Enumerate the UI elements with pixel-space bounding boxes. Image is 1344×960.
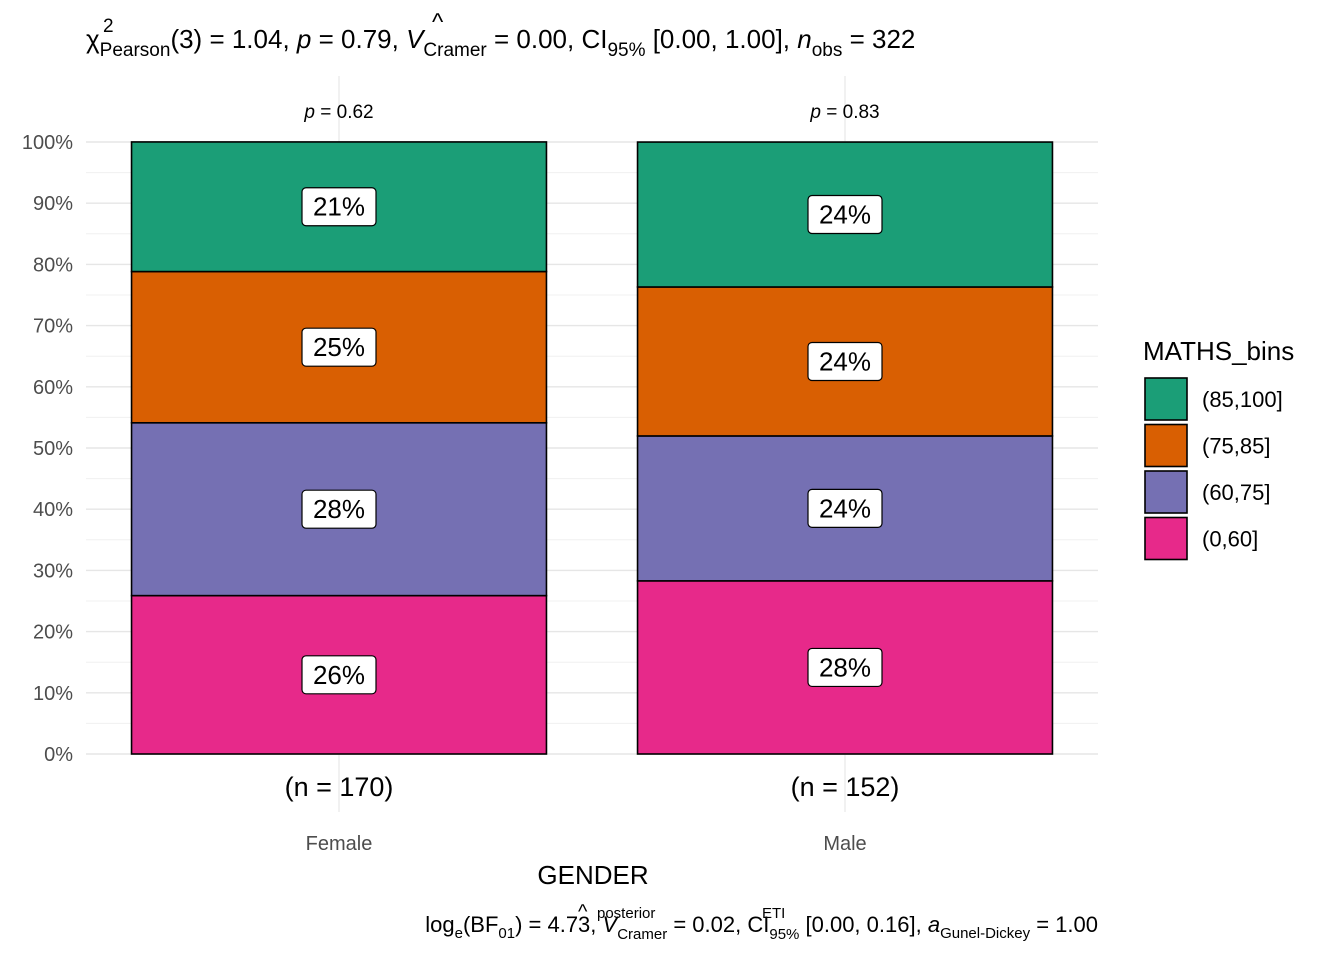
legend-swatch (1144, 516, 1188, 561)
data-label: 21% (313, 192, 365, 222)
y-tick-label: 20% (33, 622, 73, 644)
y-tick-label: 50% (33, 438, 73, 460)
data-label-box (807, 488, 883, 529)
x-axis: (n = 170) Female (n = 152) Male (285, 772, 900, 855)
data-label: 26% (313, 660, 365, 690)
data-label-box (807, 341, 883, 382)
y-tick-label: 10% (33, 683, 73, 705)
title-ci-symbol: CI (581, 24, 607, 54)
y-tick-label: 80% (33, 254, 73, 276)
bar-p-value: p = 0.62 (303, 102, 373, 123)
legend-label: (60,75] (1202, 480, 1271, 505)
legend-swatch (1144, 377, 1188, 421)
y-tick-label: 30% (33, 560, 73, 582)
caption-ci-sub: 95% (769, 926, 799, 943)
caption-a-sub: Gunel-Dickey (940, 925, 1031, 942)
caption-v-hat: ^ (578, 901, 588, 923)
title-chi: χ (86, 24, 100, 54)
legend-title: MATHS_bins (1143, 336, 1294, 366)
caption-ci-sup: ETI (762, 905, 785, 922)
title-n-sub: obs (812, 40, 843, 61)
caption-v-value: = 0.02, (667, 912, 747, 937)
title-v-hat: ^ (432, 9, 444, 36)
legend-swatch (1144, 423, 1188, 468)
y-tick-label: 60% (33, 377, 73, 399)
data-label: 28% (819, 652, 871, 682)
caption-v-symbol: V (603, 912, 620, 937)
y-axis: 0% 10% 20% 30% 40% 50% 60% 70% 80% 90% 100% (22, 132, 73, 766)
legend-label: (0,60] (1202, 527, 1258, 552)
x-axis-title: GENDER (537, 860, 648, 890)
caption-v-sub: Cramer (617, 926, 667, 943)
data-label: 28% (313, 494, 365, 524)
caption-bf-value: ) = 4.73, (515, 912, 602, 937)
title-n-value: = 322 (842, 24, 915, 54)
data-label-box (301, 327, 377, 367)
caption-log: log (425, 912, 454, 937)
data-label-box (807, 647, 883, 688)
bar-n-label: (n = 152) (791, 772, 900, 802)
caption-a-value: = 1.00 (1030, 912, 1098, 937)
data-label: 24% (819, 200, 871, 230)
bar-n-label: (n = 170) (285, 772, 394, 802)
caption-bf-open: (BF (463, 912, 498, 937)
y-tick-label: 0% (44, 744, 73, 766)
caption-log-sub: e (455, 925, 463, 942)
title-v-symbol: V (406, 24, 426, 54)
x-tick-label: Male (823, 833, 866, 855)
title-v-value: = 0.00, (487, 24, 582, 54)
title-n-symbol: n (797, 24, 811, 54)
chart-title: χPearson(3) = 1.04, p = 0.79, VCramer = … (86, 24, 915, 61)
title-df: (3) (170, 24, 202, 54)
data-label-box (301, 655, 377, 695)
caption-ci-symbol: CI (747, 912, 769, 937)
y-tick-label: 40% (33, 499, 73, 521)
caption-bf-sub: 01 (498, 925, 515, 942)
data-label: 24% (819, 493, 871, 523)
legend-label: (75,85] (1202, 434, 1271, 459)
caption-v-sup: posterior (597, 905, 655, 922)
caption-a-symbol: a (928, 912, 940, 937)
title-p-value: = 0.79, (311, 24, 406, 54)
data-label-box (301, 489, 377, 529)
y-tick-label: 70% (33, 316, 73, 338)
data-label: 24% (819, 346, 871, 376)
data-label-box (807, 194, 883, 235)
title-ci-value: [0.00, 1.00], (645, 24, 797, 54)
legend: MATHS_bins (85,100] (75,85] (60,75] (0,60] (1143, 336, 1294, 561)
title-chi-sup: 2 (103, 16, 114, 37)
caption-ci-value: [0.00, 0.16], (799, 912, 927, 937)
x-tick-label: Female (306, 833, 373, 855)
y-tick-label: 100% (22, 132, 73, 154)
legend-label: (85,100] (1202, 387, 1283, 412)
bar-p-value: p = 0.83 (809, 102, 879, 123)
y-tick-label: 90% (33, 193, 73, 215)
title-v-sub: Cramer (423, 40, 487, 61)
title-ci-sub: 95% (607, 40, 645, 61)
title-p-symbol: p (296, 24, 311, 54)
chart-caption: loge(BF01) = 4.73, VCramer = 0.02, CI95%… (425, 912, 1098, 943)
title-stat: = 1.04, (202, 24, 297, 54)
title-chi-sub: Pearson (100, 40, 171, 61)
bar-labels: 26% 28% 25% 21% p = 0.62 28% 24% 24% 24% p = 0.83 (301, 102, 883, 695)
data-label-box (301, 187, 377, 227)
data-label: 25% (313, 332, 365, 362)
legend-swatch (1144, 470, 1188, 514)
